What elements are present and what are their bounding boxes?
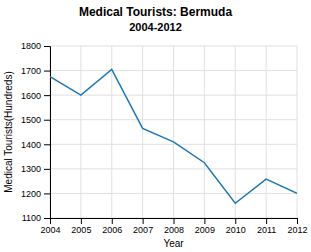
- tick-label: 1200: [21, 189, 41, 199]
- tick-mark: [44, 120, 50, 121]
- plot-area: [50, 69, 297, 203]
- tick-label: 1600: [21, 91, 41, 101]
- tick: 2007: [133, 218, 153, 235]
- tick-label: 2009: [195, 225, 215, 235]
- tick-mark: [44, 218, 50, 219]
- tick-mark: [81, 218, 82, 224]
- tick: 1700: [21, 66, 50, 76]
- tick-mark: [44, 95, 50, 96]
- tick: 1800: [21, 41, 50, 51]
- tick-label: 2005: [71, 225, 91, 235]
- tick-mark: [174, 218, 175, 224]
- grid-line-x: [266, 46, 267, 218]
- grid-line-x: [235, 46, 236, 218]
- tick-mark: [44, 144, 50, 145]
- grid: [50, 46, 297, 218]
- tick-mark: [204, 218, 205, 224]
- y-axis-title: Medical Tourists(Hundreds): [3, 71, 14, 193]
- grid-line-y: [50, 46, 297, 47]
- tick: 2005: [71, 218, 91, 235]
- tick: 1500: [21, 115, 50, 125]
- tick-label: 2012: [287, 225, 307, 235]
- tick: 1100: [22, 213, 50, 223]
- grid-line-x: [142, 46, 143, 218]
- grid-line-y: [50, 168, 297, 169]
- grid-line-y: [50, 95, 297, 96]
- grid-line-y: [50, 119, 297, 120]
- tick: 2010: [226, 218, 246, 235]
- tick-label: 1500: [21, 115, 41, 125]
- tick: 2004: [40, 218, 60, 235]
- tick-label: 2011: [257, 225, 276, 235]
- tick-label: 2008: [164, 225, 184, 235]
- tick-label: 2006: [102, 225, 122, 235]
- tick-mark: [44, 71, 50, 72]
- tick-label: 1700: [21, 66, 41, 76]
- grid-line-x: [111, 46, 112, 218]
- tick-label: 1300: [21, 164, 41, 174]
- grid-line-x: [204, 46, 205, 218]
- tick: 2012: [287, 218, 307, 235]
- tick: 2006: [102, 218, 122, 235]
- tick: 2011: [257, 218, 276, 235]
- tick-mark: [235, 218, 236, 224]
- tick-mark: [143, 218, 144, 224]
- tick-label: 2010: [226, 225, 246, 235]
- tick: 2009: [195, 218, 215, 235]
- title: Medical Tourists: Bermuda: [79, 5, 232, 19]
- tick: 1400: [21, 140, 50, 150]
- subtitle: 2004-2012: [129, 21, 182, 33]
- tick-label: 2007: [133, 225, 153, 235]
- axis-line: [51, 219, 298, 225]
- tick: 1200: [21, 189, 50, 199]
- x-axis: 2004 2005 2006 2007 2008 2009 2010 2011 2012: [40, 218, 307, 235]
- x-axis-title: Year: [163, 238, 184, 249]
- tick-mark: [44, 46, 50, 47]
- tick-mark: [297, 218, 298, 224]
- grid-line-y: [50, 70, 297, 71]
- tick-label: 1100: [22, 213, 41, 223]
- grid-line-x: [80, 46, 81, 218]
- tick-label: 1800: [21, 41, 41, 51]
- tick-label: 1400: [21, 140, 41, 150]
- grid-line-x: [173, 46, 174, 218]
- tick-mark: [112, 218, 113, 224]
- grid-line-x: [297, 46, 298, 218]
- grid-line-y: [50, 144, 297, 145]
- axis-line: [44, 47, 51, 219]
- y-axis: 1100 1200 1300 1400 1500 1600 1700 1800: [21, 41, 51, 223]
- tick: 1300: [21, 164, 50, 174]
- grid-line-y: [50, 193, 297, 194]
- line: [50, 69, 297, 203]
- tick-mark: [44, 193, 50, 194]
- tick: 1600: [21, 91, 50, 101]
- chart: 2004 2005 2006 2007 2008 2009 2010 2011 2012 1100…: [0, 0, 311, 252]
- tick-label: 2004: [40, 225, 60, 235]
- tick-mark: [266, 218, 267, 224]
- tick: 2008: [164, 218, 184, 235]
- tick-mark: [44, 169, 50, 170]
